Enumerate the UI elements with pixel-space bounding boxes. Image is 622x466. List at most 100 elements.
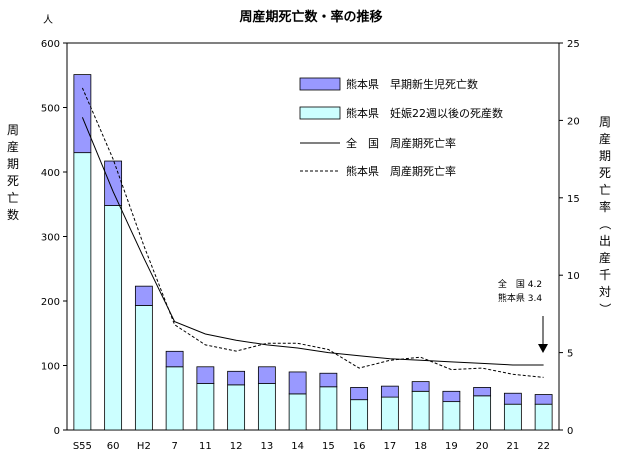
right-tick-label: 0	[567, 426, 573, 437]
x-tick-label: S55	[73, 441, 92, 452]
axis-label-char: 亡	[599, 183, 611, 197]
annotation-national: 全 国 4.2	[498, 278, 542, 290]
legend: 熊本県 早期新生児死亡数 熊本県 妊娠22週以後の死産数 全 国 周産期死亡率 …	[299, 77, 503, 178]
axis-label-char: 数	[7, 207, 19, 222]
left-tick-label: 0	[54, 426, 60, 437]
axis-label-char: 死	[7, 174, 19, 188]
axis-label-char: 対	[599, 285, 611, 299]
x-tick-label: 16	[353, 441, 366, 452]
axis-label-char: 期	[599, 149, 611, 163]
left-tick-label: 100	[41, 362, 60, 373]
bar-stillbirth	[380, 396, 399, 431]
axis-label-char: 千	[599, 268, 611, 282]
right-tick-label: 25	[567, 39, 580, 50]
left-axis-label: 周産期死亡数	[7, 123, 19, 222]
bar-stillbirth	[503, 403, 522, 431]
bar-neonatal	[350, 387, 369, 401]
bar-neonatal	[196, 366, 215, 384]
x-tick-label: 14	[291, 441, 304, 452]
left-tick-label: 500	[41, 104, 60, 115]
axes: 0 100 200 300 400 500 600 0 5 10 15 20 25	[41, 39, 580, 437]
bars	[73, 74, 553, 431]
legend-swatch-stillbirth	[299, 106, 341, 120]
x-tick-label: 60	[107, 441, 120, 452]
bar-stillbirth	[104, 205, 123, 431]
x-tick-label: H2	[137, 441, 151, 452]
legend-label-stillbirth: 熊本県 妊娠22週以後の死産数	[346, 106, 503, 120]
x-tick-label: 22	[537, 441, 550, 452]
legend-swatch-neonatal	[299, 77, 341, 91]
bar-stillbirth	[134, 305, 153, 431]
annotation-arrow-head	[538, 344, 548, 353]
bar-stillbirth	[411, 390, 430, 431]
bar-stillbirth	[257, 383, 276, 431]
axis-label-char: 周	[7, 123, 19, 137]
x-tick-label: 13	[261, 441, 274, 452]
bar-neonatal	[411, 381, 430, 392]
bar-stillbirth	[473, 395, 492, 431]
left-tick-label: 200	[41, 297, 60, 308]
bar-neonatal	[73, 74, 92, 154]
bar-stillbirth	[288, 393, 307, 431]
left-tick-label: 300	[41, 233, 60, 244]
bar-stillbirth	[350, 399, 369, 431]
annotation: 全 国 4.2 熊本県 3.4	[498, 278, 548, 353]
x-tick-label: 21	[507, 441, 520, 452]
axis-label-char: （	[598, 218, 612, 230]
axis-label-char: 産	[7, 139, 19, 154]
bar-stillbirth	[73, 152, 92, 431]
legend-label-neonatal: 熊本県 早期新生児死亡数	[346, 77, 478, 91]
bar-stillbirth	[442, 401, 461, 431]
x-tick-label: 17	[384, 441, 397, 452]
x-tick-label: 7	[171, 441, 177, 452]
bar-stillbirth	[227, 384, 246, 431]
annotation-kumamoto: 熊本県 3.4	[498, 292, 542, 304]
x-tick-label: 19	[445, 441, 458, 452]
chart-title: 周産期死亡数・率の推移	[239, 9, 382, 25]
bar-stillbirth	[534, 403, 553, 431]
left-tick-label: 600	[41, 39, 60, 50]
axis-label-char: 出	[599, 234, 611, 248]
x-tick-label: 18	[414, 441, 427, 452]
right-tick-label: 10	[567, 271, 580, 282]
axis-label-char: ）	[598, 303, 612, 315]
x-tick-label: 20	[476, 441, 489, 452]
bar-neonatal	[165, 350, 184, 368]
x-tick-label: 15	[322, 441, 335, 452]
axis-label-char: 死	[599, 166, 611, 180]
right-tick-label: 5	[567, 349, 573, 360]
bar-stillbirth	[165, 366, 184, 431]
bar-neonatal	[257, 366, 276, 384]
bar-neonatal	[288, 371, 307, 395]
line-kumamoto-rate	[81, 87, 544, 378]
bar-neonatal	[503, 392, 522, 405]
bar-stillbirth	[319, 386, 338, 431]
axis-label-char: 期	[7, 157, 19, 171]
x-tick-label: 12	[230, 441, 243, 452]
right-tick-label: 15	[567, 194, 580, 205]
x-tick-labels: S55 60 H2 7 11 12 13 14 15 16 17 18 19 20 21 22	[73, 441, 550, 452]
rate-lines	[81, 87, 544, 378]
axis-label-char: 産	[599, 131, 611, 146]
axis-label-char: 産	[599, 250, 611, 265]
bar-neonatal	[227, 370, 246, 386]
bar-neonatal	[380, 385, 399, 398]
right-tick-label: 20	[567, 116, 580, 127]
legend-label-national: 全 国 周産期死亡率	[346, 136, 456, 150]
legend-label-kumamoto: 熊本県 周産期死亡率	[346, 164, 456, 178]
bar-neonatal	[442, 390, 461, 403]
bar-neonatal	[104, 160, 123, 206]
bar-neonatal	[473, 387, 492, 397]
bar-neonatal	[319, 372, 338, 388]
left-tick-label: 400	[41, 168, 60, 179]
axis-label-char: 率	[599, 199, 611, 214]
line-national-rate	[81, 117, 544, 366]
axis-label-char: 周	[599, 115, 611, 129]
bar-neonatal	[134, 285, 153, 306]
bar-stillbirth	[196, 383, 215, 431]
bar-neonatal	[534, 394, 553, 405]
axis-label-char: 亡	[7, 191, 19, 205]
left-axis-unit: 人	[43, 14, 53, 26]
